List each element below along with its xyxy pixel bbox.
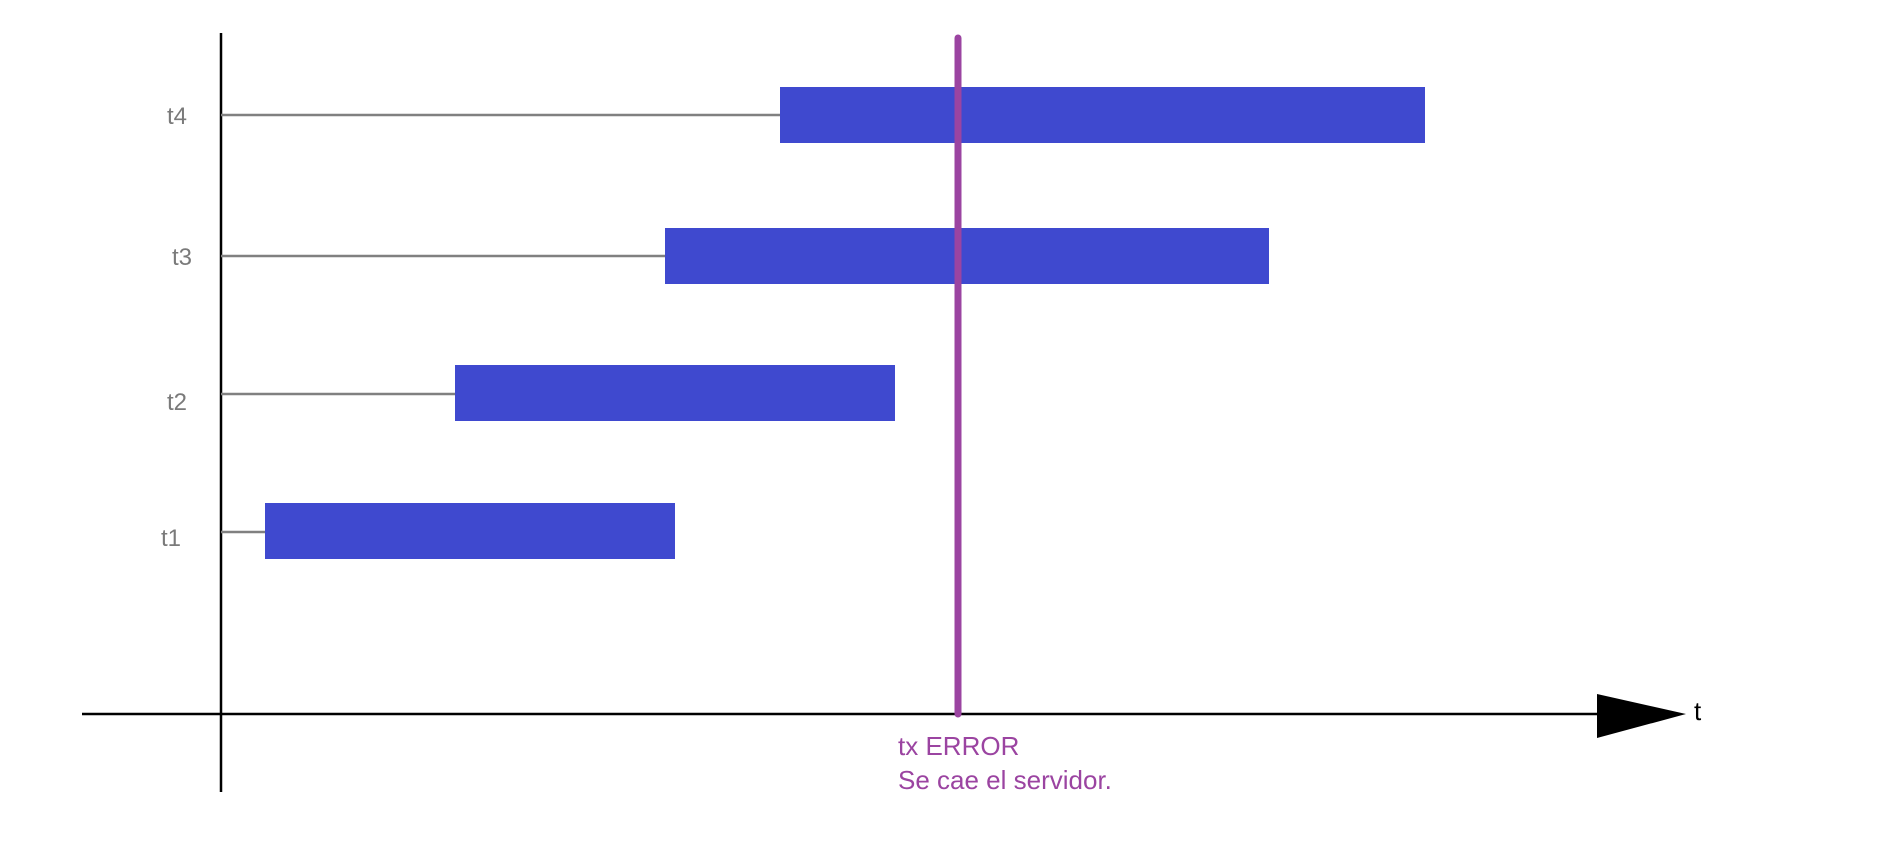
transaction-bar [780,87,1425,143]
row-label-t2: t2 [167,389,187,416]
x-axis-label: t [1694,696,1702,726]
transaction-bar [665,228,1269,284]
transaction-bar [265,503,675,559]
row-t2: t2 [167,365,895,421]
row-label-t1: t1 [161,525,181,552]
error-event-title: tx ERROR [898,731,1019,761]
row-t1: t1 [161,503,675,559]
error-event-description: Se cae el servidor. [898,765,1112,795]
row-t4: t4 [167,87,1425,143]
row-label-t3: t3 [172,244,192,271]
row-label-t4: t4 [167,103,187,130]
transaction-bar [455,365,895,421]
row-t3: t3 [172,228,1269,284]
x-axis-arrowhead [1597,694,1686,738]
